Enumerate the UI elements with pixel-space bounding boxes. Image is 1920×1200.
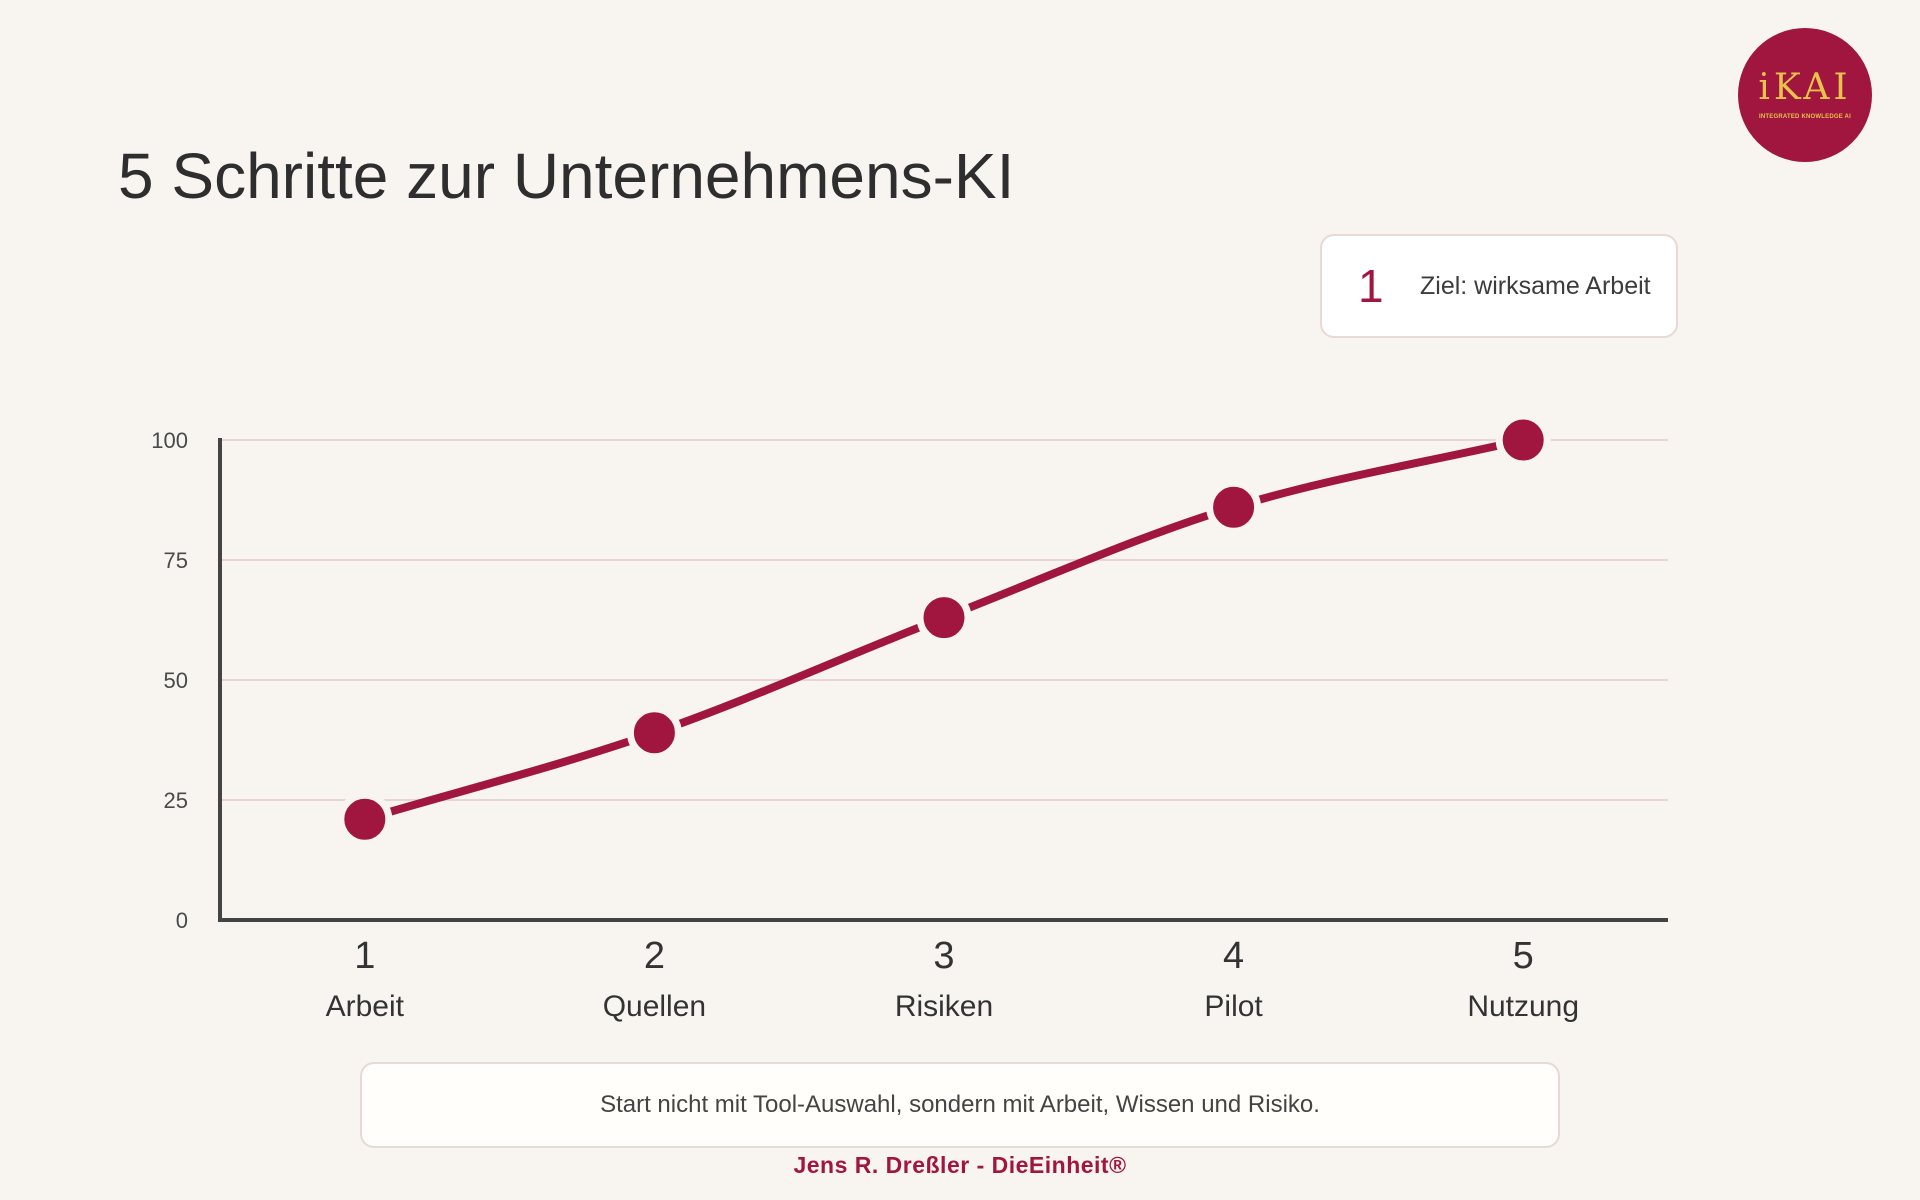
- data-point: [1495, 412, 1551, 468]
- hint-text: Start nicht mit Tool-Auswahl, sondern mi…: [600, 1091, 1320, 1118]
- footer-credit: Jens R. Dreßler - DieEinheit®: [793, 1152, 1127, 1178]
- x-tick-label: Risiken: [895, 990, 993, 1023]
- data-point: [626, 705, 682, 761]
- x-tick-label: Nutzung: [1467, 990, 1579, 1023]
- x-tick-number: 4: [1223, 935, 1244, 977]
- y-tick-label: 75: [164, 548, 188, 573]
- x-tick-label: Arbeit: [326, 990, 405, 1023]
- page-title: 5 Schritte zur Unternehmens-KI: [118, 140, 1015, 212]
- data-point: [916, 590, 972, 646]
- x-tick-number: 2: [644, 935, 665, 977]
- logo-wordmark: iKAI: [1758, 67, 1852, 108]
- data-point: [337, 791, 393, 847]
- hint-box: Start nicht mit Tool-Auswahl, sondern mi…: [360, 1062, 1560, 1148]
- y-tick-label: 50: [164, 668, 188, 693]
- active-step-number: 1: [1358, 260, 1384, 312]
- x-tick-label: Quellen: [603, 990, 706, 1023]
- y-tick-label: 100: [151, 428, 188, 453]
- active-step-label: Ziel: wirksame Arbeit: [1420, 271, 1651, 300]
- data-point: [1206, 479, 1262, 535]
- line-chart: 0 25 50 75 100 1 Arbeit 2 Quellen 3 Risiken 4 Pilot 5…: [151, 412, 1668, 1023]
- logo-subtitle: INTEGRATED KNOWLEDGE AI: [1759, 114, 1851, 120]
- x-tick-label: Pilot: [1204, 990, 1263, 1023]
- y-tick-label: 0: [176, 908, 188, 933]
- x-tick-number: 5: [1513, 935, 1534, 977]
- y-tick-label: 25: [164, 788, 188, 813]
- x-tick-number: 3: [933, 935, 954, 977]
- active-step-card: 1 Ziel: wirksame Arbeit: [1320, 234, 1678, 338]
- x-tick-number: 1: [354, 935, 375, 977]
- ikai-logo: iKAI INTEGRATED KNOWLEDGE AI: [1738, 28, 1872, 162]
